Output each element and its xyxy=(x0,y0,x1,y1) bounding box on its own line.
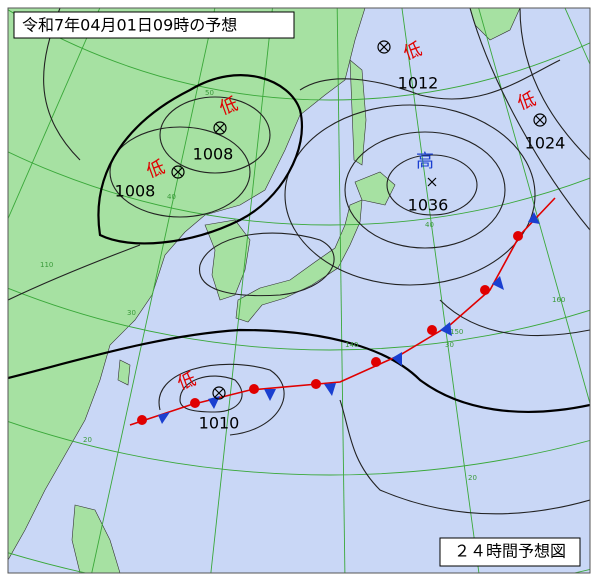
grid-label: 20 xyxy=(468,474,477,482)
philippines xyxy=(71,504,121,573)
korea xyxy=(204,219,251,301)
grid-labels: 50 40 40 30 30 20 20 110 140 150 160 xyxy=(40,89,565,482)
grid-label: 150 xyxy=(450,328,463,336)
grid-label: 40 xyxy=(425,221,434,229)
frame xyxy=(7,7,591,574)
title-box xyxy=(13,11,295,39)
japan xyxy=(235,199,363,323)
footer-box xyxy=(439,537,581,567)
front xyxy=(129,197,556,426)
pressure: 1036 xyxy=(408,196,449,215)
grid-label: 110 xyxy=(40,261,53,269)
grid-label: 140 xyxy=(345,341,358,349)
grid-label: 20 xyxy=(83,436,92,444)
pressure: 1024 xyxy=(525,134,566,153)
continent xyxy=(8,8,366,561)
high-mark: 高 xyxy=(416,151,434,172)
isobars xyxy=(8,8,590,515)
footer-label: ２４時間予想図 xyxy=(454,542,566,561)
pressure: 1008 xyxy=(193,145,234,164)
pressure: 1012 xyxy=(398,74,439,93)
grid-label: 160 xyxy=(552,296,565,304)
centers xyxy=(171,40,547,400)
grid-label: 30 xyxy=(445,341,454,349)
sakhalin xyxy=(349,59,367,166)
grid-label: 30 xyxy=(127,309,136,317)
title: 令和7年04月01日09時の予想 xyxy=(22,16,237,35)
isobar-label: 1008 xyxy=(115,182,156,201)
grid-label: 40 xyxy=(167,193,176,201)
pressure: 1010 xyxy=(199,414,240,433)
taiwan xyxy=(117,359,131,386)
grid-label: 50 xyxy=(205,89,214,97)
